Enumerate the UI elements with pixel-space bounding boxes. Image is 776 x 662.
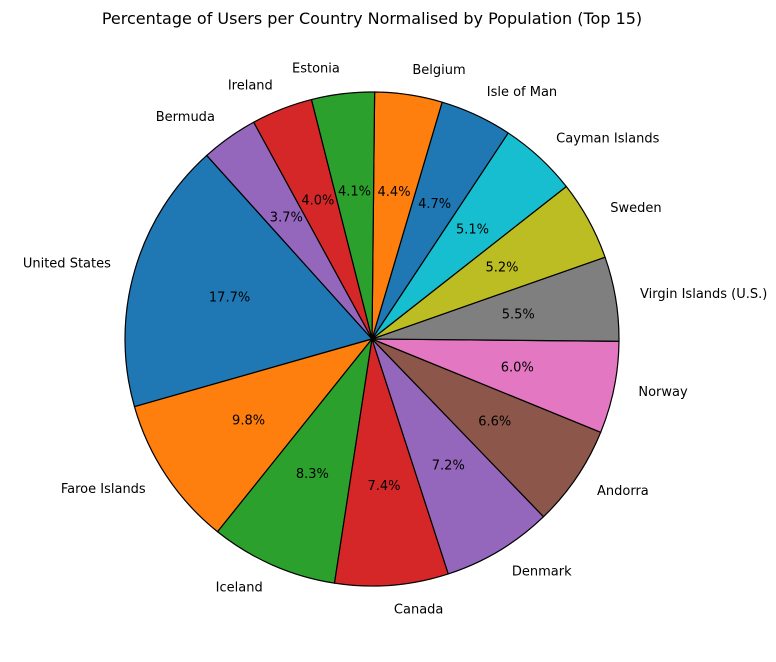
slices-layer — [124, 91, 620, 587]
pie-country-label: Estonia — [292, 62, 340, 77]
pie-country-label: Andorra — [597, 484, 649, 499]
pie-percent-label: 7.4% — [367, 479, 400, 494]
pie-country-label: Denmark — [512, 564, 572, 579]
pie-slice-faroe-islands — [133, 338, 373, 533]
pie-slice-canada — [333, 338, 449, 587]
pie-percent-label: 4.0% — [301, 194, 334, 209]
pie-country-label: Faroe Islands — [61, 482, 146, 497]
pie-percent-label: 5.2% — [485, 260, 518, 275]
pie-country-label: Sweden — [610, 201, 661, 216]
pie-country-label: Virgin Islands (U.S.) — [640, 287, 767, 302]
pie-percent-label: 6.6% — [478, 415, 511, 430]
pie-slice-united-states — [124, 154, 373, 408]
pie-percent-label: 9.8% — [232, 414, 265, 429]
chart-title: Percentage of Users per Country Normalis… — [102, 9, 642, 28]
pie-country-label: Bermuda — [156, 110, 215, 125]
pie-country-label: Belgium — [412, 63, 465, 78]
pie-percent-label: 8.3% — [296, 467, 329, 482]
pie-country-label: Ireland — [228, 79, 273, 94]
pie-percent-label: 6.0% — [501, 361, 534, 376]
pie-country-label: Iceland — [216, 580, 263, 595]
pie-percent-label: 7.2% — [432, 459, 465, 474]
country-labels-layer: United States Faroe Islands Iceland Canada D… — [23, 62, 768, 618]
pie-slice-bermuda — [206, 121, 373, 340]
pie-percent-label: 4.1% — [338, 184, 371, 199]
pie-percent-label: 4.7% — [418, 197, 451, 212]
pie-percent-label: 4.4% — [378, 185, 411, 200]
pie-country-label: Norway — [638, 385, 688, 400]
pie-percent-label: 17.7% — [209, 291, 250, 306]
pie-country-label: Canada — [394, 602, 443, 617]
pie-percent-label: 5.5% — [502, 307, 535, 322]
pie-percent-label: 5.1% — [456, 223, 489, 238]
pie-country-label: United States — [23, 256, 111, 271]
pie-country-label: Cayman Islands — [556, 132, 659, 147]
percent-labels-layer: 17.7% 9.8% 8.3% 7.4% 7.2% 6.6% 6.0% 5.5% 5.2% 5.1… — [209, 184, 535, 494]
pie-percent-label: 3.7% — [270, 211, 303, 226]
pie-slice-denmark — [371, 338, 545, 575]
pie-slice-iceland — [216, 338, 373, 584]
pie-country-label: Isle of Man — [487, 85, 557, 100]
